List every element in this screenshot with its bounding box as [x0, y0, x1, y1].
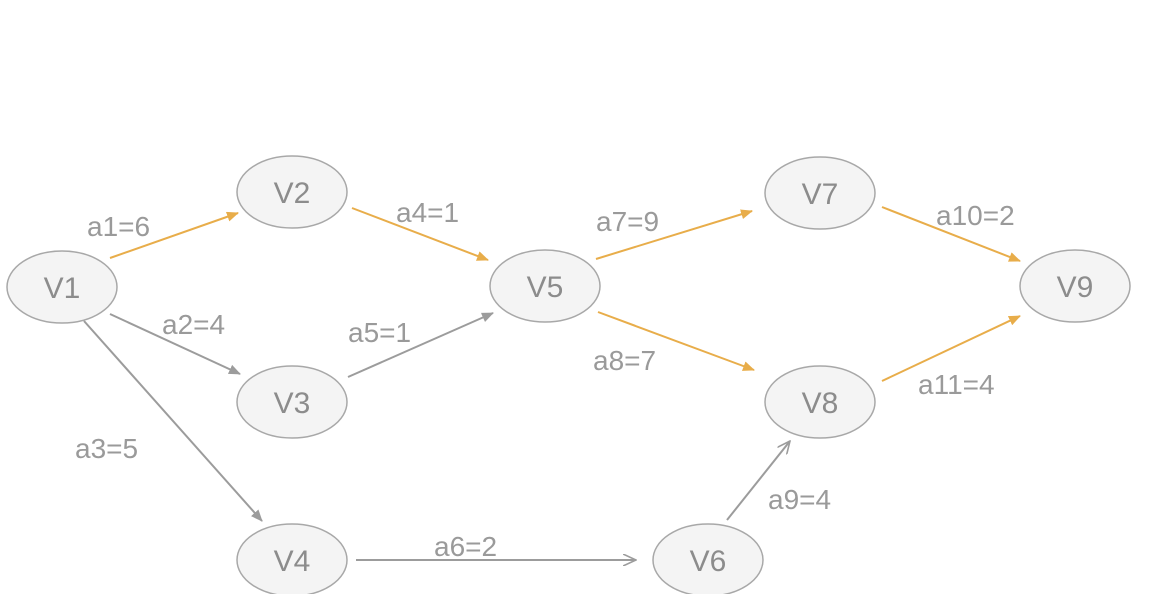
edge-line-a3: [83, 320, 263, 522]
edge-a7: a7=9: [595, 206, 753, 260]
nodes-layer: V1 V2 V3 V4 V5 V6 V7 V8 V9: [6, 155, 1131, 594]
node-v3: V3: [236, 365, 348, 439]
node-v9: V9: [1019, 249, 1131, 323]
edge-line-a7: [595, 209, 753, 260]
edge-a9: a9=4: [726, 441, 831, 521]
edge-line-a10: [881, 206, 1021, 262]
node-ellipse-v2: [236, 155, 348, 229]
edge-a4: a4=1: [351, 197, 489, 261]
edge-label-a11: a11=4: [918, 369, 995, 400]
node-ellipse-v4: [236, 523, 348, 594]
node-ellipse-v9: [1019, 249, 1131, 323]
node-v2: V2: [236, 155, 348, 229]
node-ellipse-v7: [764, 156, 876, 230]
node-label-v6: V6: [690, 545, 727, 578]
edge-line-a4: [351, 207, 489, 261]
node-ellipse-v1: [6, 250, 118, 324]
node-v8: V8: [764, 365, 876, 439]
node-v1: V1: [6, 250, 118, 324]
node-label-v1: V1: [44, 272, 81, 305]
edge-label-a3: a3=5: [75, 433, 138, 464]
node-label-v9: V9: [1057, 271, 1094, 304]
node-v5: V5: [489, 249, 601, 323]
node-label-v2: V2: [274, 177, 311, 210]
edge-a6: a6=2: [356, 531, 636, 562]
node-v4: V4: [236, 523, 348, 594]
node-v6: V6: [652, 523, 764, 594]
node-ellipse-v5: [489, 249, 601, 323]
edge-label-a10: a10=2: [936, 200, 1015, 231]
edge-a10: a10=2: [881, 200, 1021, 262]
node-label-v5: V5: [527, 271, 564, 304]
edge-a8: a8=7: [593, 311, 755, 376]
edge-label-a8: a8=7: [593, 345, 656, 376]
edge-line-a2: [109, 313, 241, 375]
node-v7: V7: [764, 156, 876, 230]
edge-label-a5: a5=1: [348, 317, 411, 348]
node-ellipse-v6: [652, 523, 764, 594]
edge-label-a7: a7=9: [596, 206, 659, 237]
edge-a5: a5=1: [347, 312, 494, 378]
edge-line-a8: [597, 311, 755, 371]
edge-line-a5: [347, 312, 494, 378]
node-ellipse-v3: [236, 365, 348, 439]
node-label-v3: V3: [274, 387, 311, 420]
node-label-v8: V8: [802, 387, 839, 420]
edge-a1: a1=6: [87, 211, 239, 259]
edge-line-a11: [881, 315, 1021, 382]
node-ellipse-v8: [764, 365, 876, 439]
node-label-v7: V7: [802, 178, 839, 211]
edge-label-a6: a6=2: [434, 531, 497, 562]
node-label-v4: V4: [274, 545, 311, 578]
edge-label-a2: a2=4: [162, 309, 225, 340]
edge-a11: a11=4: [881, 315, 1021, 400]
edge-a2: a2=4: [109, 309, 241, 375]
edge-label-a1: a1=6: [87, 211, 150, 242]
edge-label-a4: a4=1: [396, 197, 459, 228]
edges-layer: a1=6 a2=4 a3=5 a4=1 a5=1 a6=2 a7=9 a8=7 a9=4 a10=…: [75, 197, 1021, 562]
edge-a3: a3=5: [75, 320, 263, 522]
edge-line-a9: [726, 441, 790, 521]
edge-line-a1: [109, 211, 239, 259]
edge-label-a9: a9=4: [768, 484, 831, 515]
